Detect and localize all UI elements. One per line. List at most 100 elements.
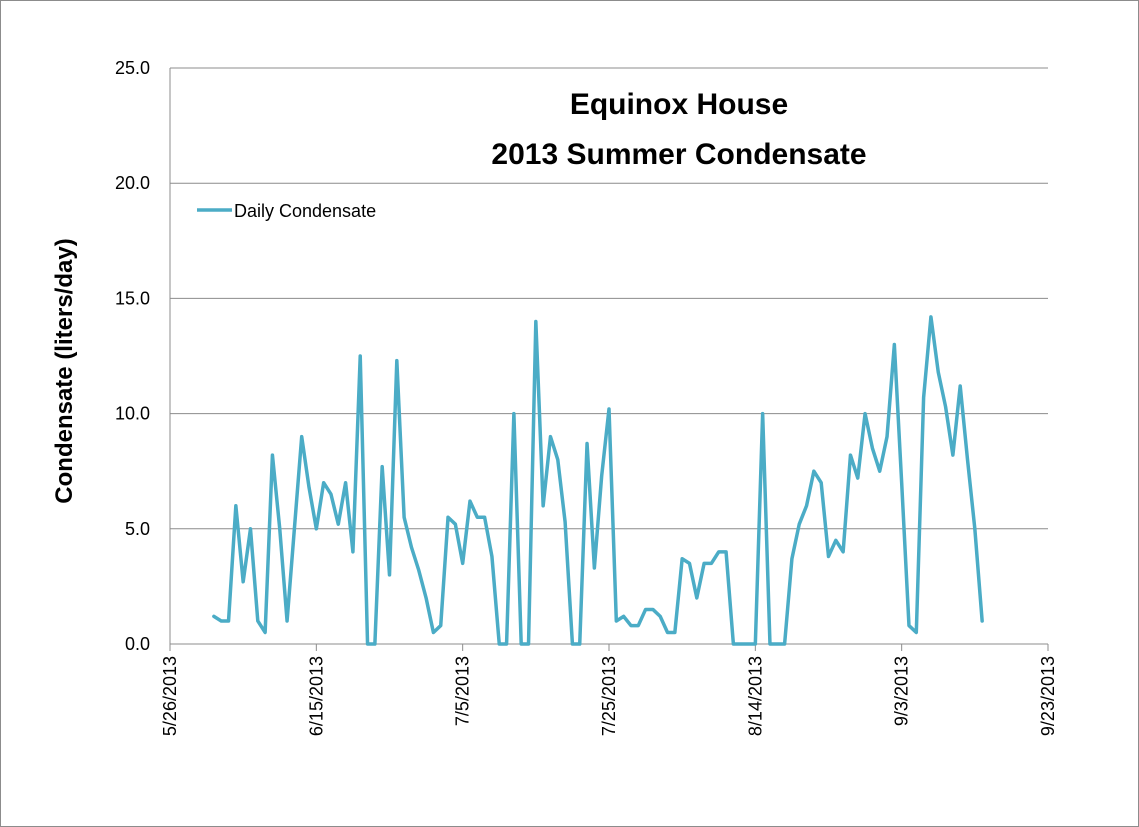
data-point <box>534 320 538 323</box>
data-point <box>344 481 347 484</box>
data-point <box>549 435 552 438</box>
data-point <box>417 569 420 572</box>
data-point <box>937 370 940 374</box>
y-axis-title: Condensate (liters/day) <box>51 238 78 503</box>
data-point <box>249 527 252 530</box>
data-point <box>659 615 662 618</box>
data-point <box>607 407 611 411</box>
data-point <box>732 642 735 646</box>
data-point <box>337 522 340 526</box>
data-point <box>710 562 713 565</box>
x-tick-label: 9/23/2013 <box>1038 656 1058 736</box>
data-point <box>805 504 808 507</box>
data-point <box>673 631 677 634</box>
data-point <box>966 458 969 461</box>
y-tick-label: 5.0 <box>125 519 150 539</box>
y-tick-label: 25.0 <box>115 58 150 78</box>
data-point <box>505 642 508 646</box>
data-point <box>227 619 230 623</box>
data-point <box>520 642 523 646</box>
x-tick-label: 8/14/2013 <box>745 656 765 736</box>
data-point <box>585 442 589 445</box>
data-point <box>241 580 245 583</box>
x-tick-label: 7/25/2013 <box>599 656 619 736</box>
data-point <box>220 619 223 623</box>
data-point <box>315 527 318 530</box>
data-point <box>461 562 464 565</box>
data-point <box>702 562 706 565</box>
data-point <box>271 453 274 457</box>
chart-title-line-1: Equinox House <box>570 88 788 121</box>
data-point <box>834 539 838 542</box>
data-point <box>593 566 596 570</box>
x-tick-label: 7/5/2013 <box>453 656 473 726</box>
data-point <box>951 453 955 457</box>
data-point <box>980 619 984 623</box>
data-point <box>212 615 216 618</box>
data-point <box>768 642 772 646</box>
data-point <box>863 412 867 415</box>
data-point <box>922 396 925 399</box>
data-point <box>527 642 530 646</box>
x-tick-label: 9/3/2013 <box>892 656 912 726</box>
data-point <box>688 562 691 565</box>
data-point <box>490 555 494 558</box>
data-point <box>395 359 399 362</box>
y-tick-label: 10.0 <box>115 404 150 424</box>
data-point <box>798 522 801 526</box>
data-point <box>388 573 391 577</box>
data-point <box>629 624 633 627</box>
data-point <box>885 435 889 438</box>
data-point <box>300 435 303 438</box>
data-point <box>893 343 896 346</box>
data-point <box>234 504 238 507</box>
data-point <box>402 516 406 519</box>
data-point <box>622 615 625 618</box>
data-point <box>761 412 764 415</box>
data-point <box>856 476 859 480</box>
data-point <box>717 550 720 554</box>
data-point <box>366 642 369 646</box>
data-point <box>871 446 874 450</box>
series-line-daily-condensate <box>212 315 984 646</box>
y-tick-label: 15.0 <box>115 288 150 308</box>
data-point <box>541 504 545 507</box>
x-tick-label: 6/15/2013 <box>306 656 326 736</box>
y-tick-label: 20.0 <box>115 173 150 193</box>
data-point <box>307 486 311 489</box>
data-point <box>637 624 640 627</box>
data-point <box>644 608 647 611</box>
data-point <box>285 619 289 623</box>
data-point <box>819 481 823 484</box>
data-point <box>483 516 486 519</box>
data-point <box>293 527 296 530</box>
data-point <box>278 527 281 530</box>
data-point <box>410 546 413 549</box>
data-point <box>600 474 603 478</box>
data-point <box>973 527 977 530</box>
y-tick-labels: 0.0 5.0 10.0 15.0 20.0 25.0 <box>115 58 150 654</box>
data-point <box>571 642 574 646</box>
axes <box>169 68 1049 651</box>
data-point <box>476 516 479 519</box>
data-point <box>827 555 830 558</box>
data-point <box>944 405 947 408</box>
data-point <box>351 550 355 554</box>
data-point <box>446 516 450 519</box>
data-point <box>512 412 516 415</box>
data-point <box>915 631 918 634</box>
x-tick-labels: 5/26/2013 6/15/2013 7/5/2013 7/25/2013 8/14/… <box>160 656 1058 736</box>
data-point <box>841 550 845 554</box>
data-point <box>439 624 442 627</box>
data-point <box>454 522 457 526</box>
data-point <box>929 315 933 319</box>
data-point <box>746 642 750 646</box>
legend-label-daily-condensate: Daily Condensate <box>234 201 376 221</box>
data-point <box>724 550 728 554</box>
data-point <box>959 384 962 388</box>
data-point <box>256 619 259 623</box>
data-point <box>680 557 684 560</box>
data-point <box>563 520 567 524</box>
legend: Daily Condensate <box>197 201 376 221</box>
data-point <box>380 465 384 468</box>
